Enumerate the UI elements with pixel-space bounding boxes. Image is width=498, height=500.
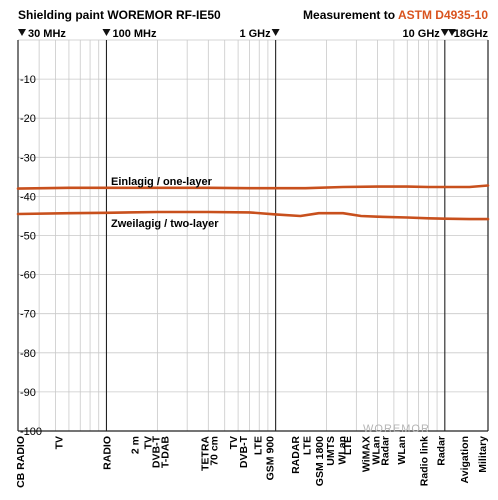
y-tick-label: -10 <box>20 74 36 86</box>
watermark-logo: WOREMOR <box>363 423 430 435</box>
category-label: Radar <box>435 436 447 466</box>
category-label: WLan <box>371 436 383 465</box>
category-label: Avigation <box>459 436 471 483</box>
frequency-axis-labels: 30 MHz 100 MHz 1 GHz 10 GHz 18GHz <box>18 28 488 40</box>
y-tick-label: -50 <box>20 231 36 243</box>
grid <box>17 39 489 432</box>
frequency-marker-triangle <box>102 29 111 36</box>
series-line-two-layer <box>16 210 490 221</box>
category-label: GSM 900 <box>265 436 277 481</box>
y-tick-label: -80 <box>20 348 36 360</box>
series-label-one-layer: Einlagig / one-layer <box>111 176 213 188</box>
chart-title: Shielding paint WOREMOR RF-IE50 <box>18 8 221 22</box>
category-label: RADAR <box>290 436 302 474</box>
y-tick-label: -90 <box>20 387 36 399</box>
series-lines <box>16 184 490 221</box>
frequency-marker-triangle <box>448 29 456 36</box>
y-tick-label: -60 <box>20 270 36 282</box>
category-label: 70 cm <box>209 436 221 466</box>
y-tick-label: -40 <box>20 191 36 203</box>
category-label: TV <box>53 436 65 449</box>
frequency-marker-triangle <box>440 29 449 36</box>
frequency-label: 18GHz <box>454 28 489 40</box>
series-label-two-layer: Zweilagig / two-layer <box>111 218 219 230</box>
category-label: GSM 1800 <box>314 436 326 486</box>
y-tick-label: -70 <box>20 309 36 321</box>
category-label: WiMAX <box>361 436 373 472</box>
frequency-marker-triangle <box>18 29 26 36</box>
category-label: Military <box>477 436 489 473</box>
frequency-label: 100 MHz <box>112 28 157 40</box>
y-tick-label: -20 <box>20 113 36 125</box>
category-label: TETRA <box>200 436 212 471</box>
category-label: LTE <box>342 436 354 455</box>
y-axis-ticks: -10 -20 -30 -40 -50 -60 -70 -80 -90 -100 <box>20 74 42 438</box>
frequency-label: 10 GHz <box>403 28 441 40</box>
category-label: DVB-T <box>238 435 250 468</box>
category-label: TV <box>228 436 240 449</box>
category-label: LTE <box>252 436 264 455</box>
measurement-standard: ASTM D4935-10 <box>398 8 488 22</box>
y-tick-label: -30 <box>20 152 36 164</box>
category-label: DVB-T <box>151 435 163 468</box>
category-label: CB RADIO <box>15 436 27 488</box>
category-label: RADIO <box>102 436 114 470</box>
frequency-label: 1 GHz <box>239 28 271 40</box>
category-label: WLan <box>396 436 408 465</box>
y-tick-label: -100 <box>20 426 42 438</box>
category-label: 2 m <box>129 436 141 454</box>
category-label: WLan <box>337 436 349 465</box>
measurement-standard-label: Measurement to ASTM D4935-10 <box>303 8 488 22</box>
measurement-prefix: Measurement to <box>303 8 398 22</box>
series-line-one-layer <box>16 184 490 190</box>
category-label: TV <box>143 436 155 449</box>
frequency-marker-triangle <box>271 29 280 36</box>
category-label: Radar <box>380 436 392 466</box>
frequency-label: 30 MHz <box>28 28 66 40</box>
category-label: T-DAB <box>159 436 171 468</box>
category-label: LTE <box>301 436 313 455</box>
category-label: Radio link <box>419 436 431 486</box>
category-label: UMTS <box>325 436 337 466</box>
